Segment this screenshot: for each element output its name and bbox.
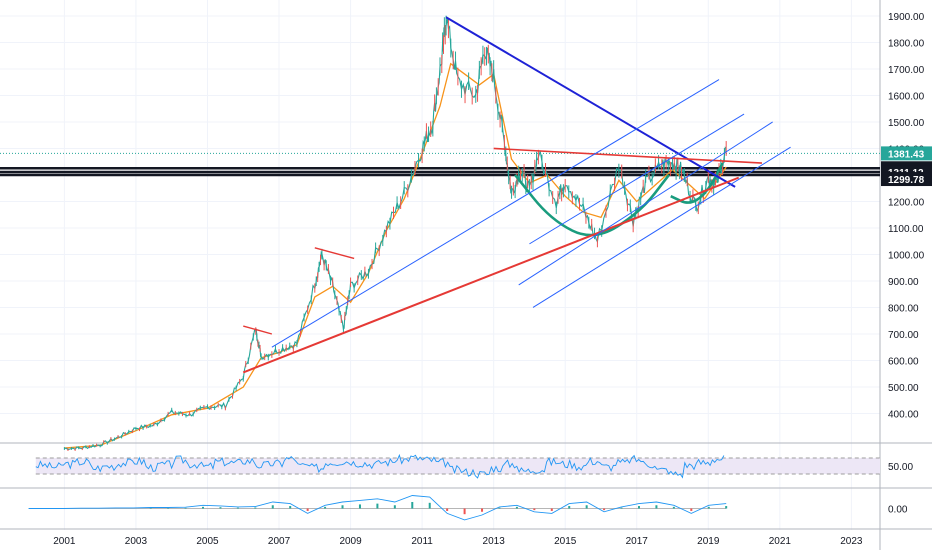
macd-histogram-bar [708,507,710,509]
macd-histogram-bar [376,504,378,509]
time-tick-label: 2011 [411,536,433,547]
price-tick-label: 1200.00 [888,197,925,208]
price-tick-label: 900.00 [888,277,919,288]
macd-tick-label: 0.00 [888,505,908,516]
macd-histogram-bar [568,506,570,508]
price-tick-label: 700.00 [888,330,919,341]
macd-histogram-bar [254,508,256,509]
macd-histogram-bar [307,509,309,511]
time-tick-label: 2003 [125,536,148,547]
price-tick-label: 1100.00 [888,224,924,235]
price-tick-label: 400.00 [888,409,919,420]
macd-histogram-bar [638,506,640,508]
macd-histogram-bar [533,509,535,511]
price-tick-label: 1700.00 [888,65,925,76]
macd-histogram-bar [621,508,623,509]
macd-histogram-bar [655,505,657,508]
macd-histogram-bar [429,503,431,509]
macd-histogram-bar [481,509,483,512]
time-tick-label: 2009 [339,536,362,547]
macd-histogram-bar [725,506,727,508]
macd-histogram-bar [219,507,221,508]
price-label: 1381.43 [888,149,925,160]
macd-histogram-bar [464,509,466,515]
price-tick-label: 1800.00 [888,38,925,49]
price-tick-label: 1000.00 [888,250,925,261]
macd-histogram-bar [551,509,553,511]
time-tick-label: 2005 [196,536,219,547]
macd-histogram-bar [272,505,274,508]
price-label: 1299.78 [888,175,925,186]
price-tick-label: 1900.00 [888,12,925,23]
macd-histogram-bar [359,504,361,508]
macd-histogram-bar [673,507,675,509]
macd-histogram-bar [394,505,396,508]
time-tick-label: 2007 [268,536,291,547]
macd-histogram-bar [586,505,588,508]
time-tick-label: 2019 [697,536,720,547]
macd-histogram-bar [603,509,605,511]
price-tick-label: 1600.00 [888,91,925,102]
time-tick-label: 2017 [626,536,649,547]
time-tick-label: 2021 [769,536,792,547]
time-tick-label: 2001 [53,536,76,547]
macd-histogram-bar [324,507,326,509]
time-tick-label: 2015 [554,536,577,547]
macd-histogram-bar [237,508,239,509]
macd-histogram-bar [516,507,518,509]
macd-histogram-bar [342,505,344,508]
price-tick-label: 500.00 [888,383,919,394]
rsi-band [36,458,880,474]
time-tick-label: 2023 [840,536,863,547]
price-tick-label: 1500.00 [888,118,925,129]
macd-histogram-bar [446,509,448,511]
macd-histogram-bar [498,508,500,509]
rsi-tick-label: 50.00 [888,462,913,473]
price-tick-label: 800.00 [888,303,919,314]
price-tick-label: 600.00 [888,356,919,367]
macd-histogram-bar [202,507,204,509]
macd-histogram-bar [289,506,291,508]
macd-histogram-bar [411,502,413,509]
macd-histogram-bar [690,509,692,511]
macd-histogram-bar [185,508,187,509]
time-tick-label: 2013 [483,536,506,547]
